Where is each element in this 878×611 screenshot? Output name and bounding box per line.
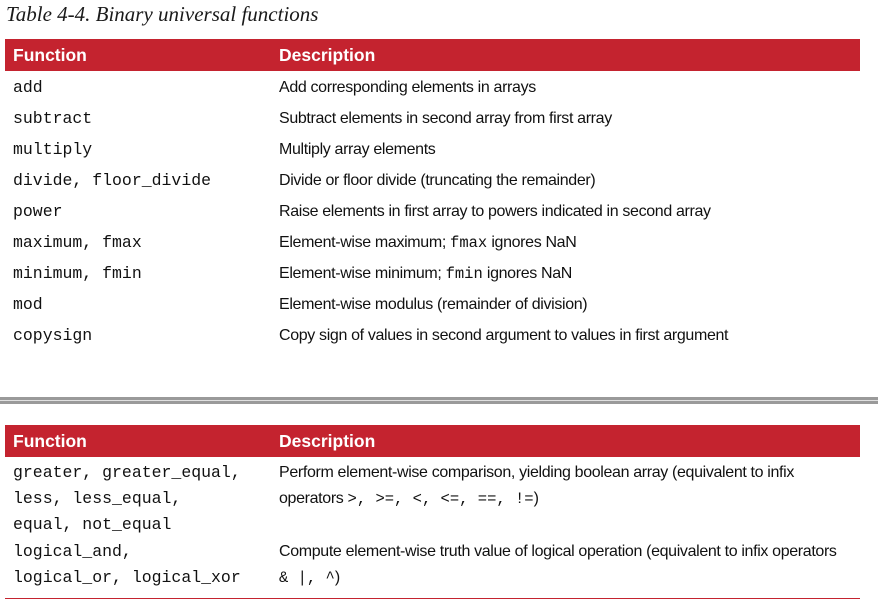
table-header: Function Description [5,39,860,71]
description-text: ignores NaN [487,233,577,251]
table-row: subtract Subtract elements in second arr… [5,103,860,134]
table-row: greater, greater_equal, less, less_equal… [5,460,860,539]
function-name: multiply [13,140,93,159]
function-name: greater, greater_equal, less, less_equal… [5,460,279,538]
function-name: maximum, fmax [13,233,142,252]
column-header-description: Description [279,44,376,65]
description-text: operators [279,490,348,507]
function-line: greater, greater_equal, [13,463,241,482]
column-header-description: Description [279,430,376,451]
inline-code: fmin [445,264,483,283]
table-row: multiply Multiply array elements [5,134,860,165]
table-row: power Raise elements in first array to p… [5,196,860,227]
description-text: Element-wise minimum; [279,264,446,282]
function-line: less, less_equal, [13,489,182,508]
function-name: copysign [13,326,93,345]
function-description: Copy sign of values in second argument t… [279,326,729,344]
description-line: Perform element-wise comparison, yieldin… [279,464,794,481]
comparison-ufuncs-table: Function Description greater, greater_eq… [5,425,860,595]
function-name: add [13,78,43,97]
function-name: power [13,202,63,221]
table-row: minimum, fmin Element-wise minimum; fmin… [5,258,860,289]
table-caption: Table 4-4. Binary universal functions [6,2,319,26]
description-text: Element-wise maximum; [279,233,451,251]
function-description: Subtract elements in second array from f… [279,109,612,127]
function-name: subtract [13,109,93,128]
function-name: mod [13,295,43,314]
inline-code: & |, ^ [279,569,335,587]
description-line: & |, ^) [279,565,860,591]
function-description: Add corresponding elements in arrays [279,78,536,96]
function-line: equal, not_equal [13,515,172,534]
function-description: Element-wise modulus (remainder of divis… [279,295,588,313]
table-bottom-rule [5,598,860,599]
table-row: divide, floor_divide Divide or floor div… [5,165,860,196]
table-body: greater, greater_equal, less, less_equal… [5,457,860,595]
section-divider-highlight [0,400,878,401]
function-description: Compute element-wise truth value of logi… [279,539,860,591]
description-line: operators >, >=, <, <=, ==, !=) [279,486,860,512]
function-description: Perform element-wise comparison, yieldin… [279,460,860,512]
function-line: logical_or, logical_xor [13,568,241,587]
function-description: Divide or floor divide (truncating the r… [279,171,596,189]
description-line: Compute element-wise truth value of logi… [279,543,837,560]
binary-ufuncs-table: Function Description add Add correspondi… [5,39,860,351]
table-body: add Add corresponding elements in arrays… [5,71,860,351]
description-text: ) [533,490,539,507]
function-description: Element-wise maximum; fmax ignores NaN [279,234,860,252]
table-header: Function Description [5,425,860,457]
column-header-function: Function [13,430,87,451]
function-description: Multiply array elements [279,140,436,158]
description-text: ) [334,569,340,586]
function-description: Raise elements in first array to powers … [279,202,711,220]
function-description: Element-wise minimum; fmin ignores NaN [279,265,860,283]
table-row: copysign Copy sign of values in second a… [5,320,860,351]
function-name: divide, floor_divide [13,171,212,190]
table-row: mod Element-wise modulus (remainder of d… [5,289,860,320]
column-header-function: Function [13,44,87,65]
table-row: logical_and, logical_or, logical_xor Com… [5,539,860,595]
function-line: logical_and, [13,542,132,561]
function-name: minimum, fmin [13,264,142,283]
table-row: maximum, fmax Element-wise maximum; fmax… [5,227,860,258]
function-name: logical_and, logical_or, logical_xor [5,539,279,591]
inline-code: fmax [450,233,488,252]
table-row: add Add corresponding elements in arrays [5,72,860,103]
inline-code: >, >=, <, <=, ==, != [347,490,534,508]
description-text: ignores NaN [482,264,572,282]
